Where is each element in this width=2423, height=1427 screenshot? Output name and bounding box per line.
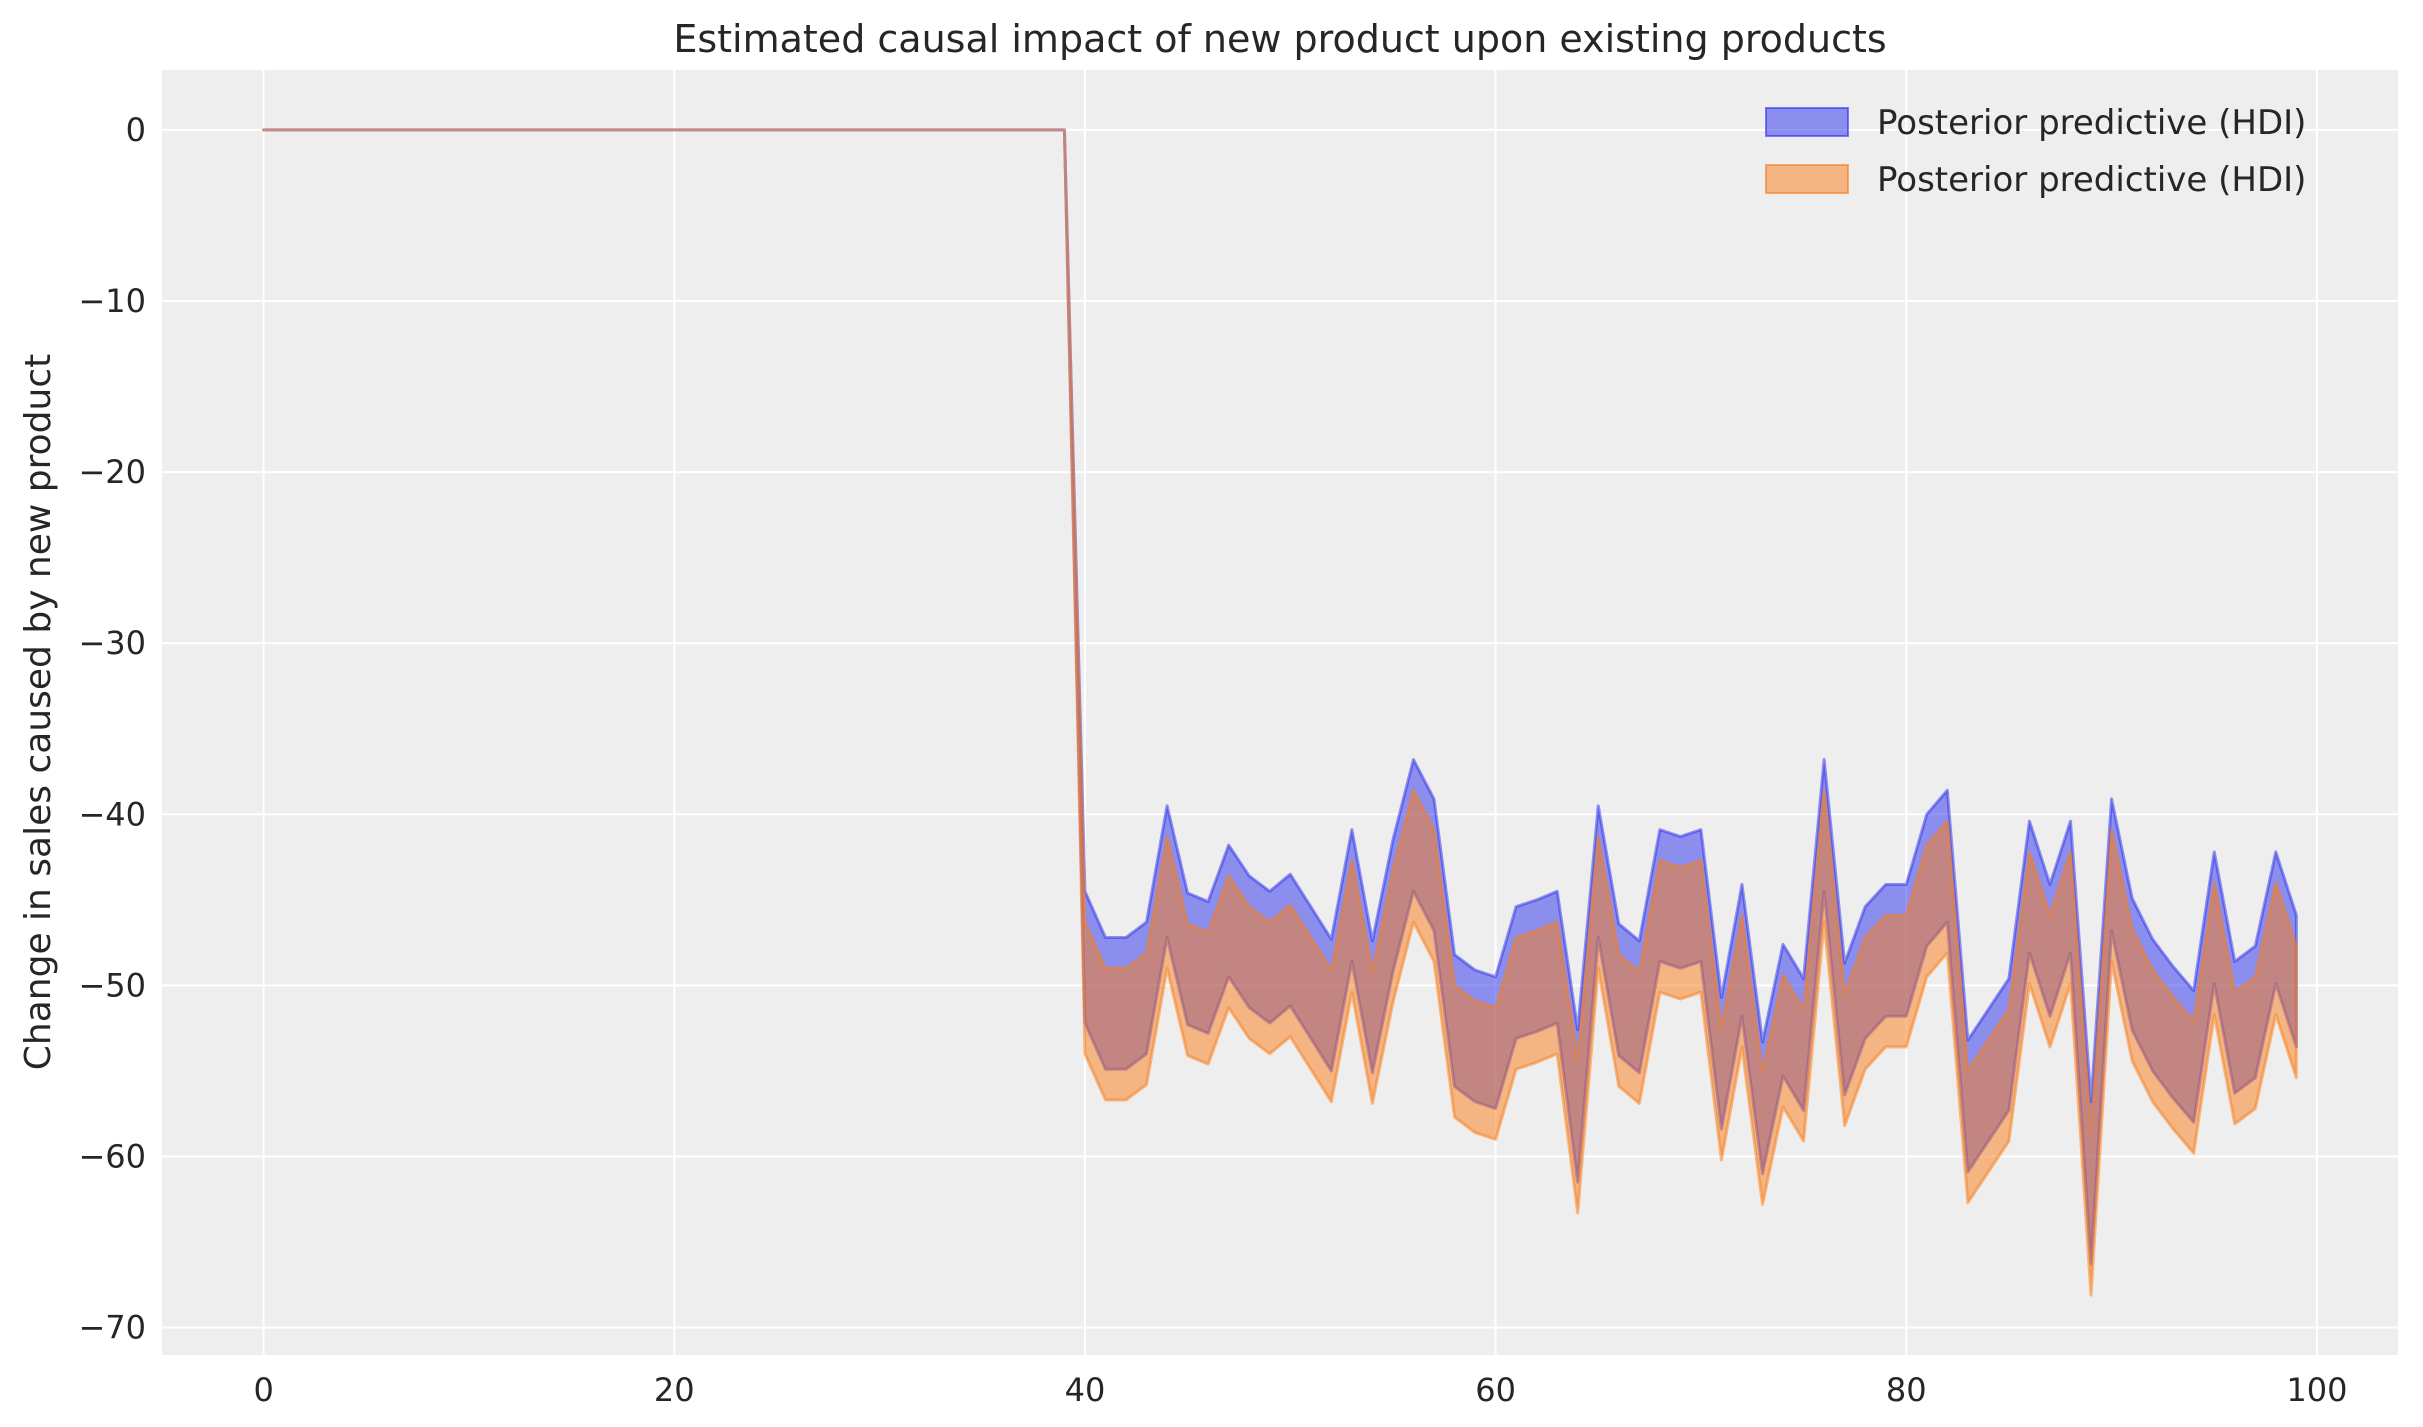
- x-axis-ticks: 0 20 40 60 80 100: [253, 1371, 2347, 1409]
- plot-area: [162, 70, 2398, 1355]
- y-tick-label: −30: [78, 624, 146, 662]
- x-tick-label: 20: [654, 1371, 695, 1409]
- grid-lines: [162, 70, 2398, 1355]
- legend-entry: Posterior predictive (HDI): [1765, 160, 2306, 200]
- y-tick-label: −40: [78, 795, 146, 833]
- y-axis-label: Change in sales caused by new product: [18, 354, 59, 1070]
- x-tick-label: 40: [1065, 1371, 1106, 1409]
- y-tick-label: −50: [78, 966, 146, 1004]
- chart-title: Estimated causal impact of new product u…: [673, 17, 1886, 61]
- legend-entry: Posterior predictive (HDI): [1765, 103, 2306, 143]
- x-tick-label: 60: [1475, 1371, 1516, 1409]
- legend: Posterior predictive (HDI) Posterior pre…: [1765, 103, 2306, 200]
- legend-swatch-orange: [1765, 164, 1849, 194]
- y-tick-label: 0: [126, 111, 146, 149]
- y-tick-label: −60: [78, 1138, 146, 1176]
- x-tick-label: 80: [1886, 1371, 1927, 1409]
- y-axis-ticks: 0 −10 −20 −30 −40 −50 −60 −70: [78, 111, 146, 1347]
- x-tick-label: 100: [2286, 1371, 2347, 1409]
- legend-swatch-blue: [1765, 107, 1849, 137]
- y-tick-label: −70: [78, 1309, 146, 1347]
- x-tick-label: 0: [253, 1371, 273, 1409]
- y-tick-label: −10: [78, 282, 146, 320]
- hdi-band-1: [262, 128, 2298, 1297]
- legend-label: Posterior predictive (HDI): [1877, 160, 2306, 200]
- y-tick-label: −20: [78, 453, 146, 491]
- legend-label: Posterior predictive (HDI): [1877, 103, 2306, 143]
- hdi-bands: [262, 128, 2298, 1297]
